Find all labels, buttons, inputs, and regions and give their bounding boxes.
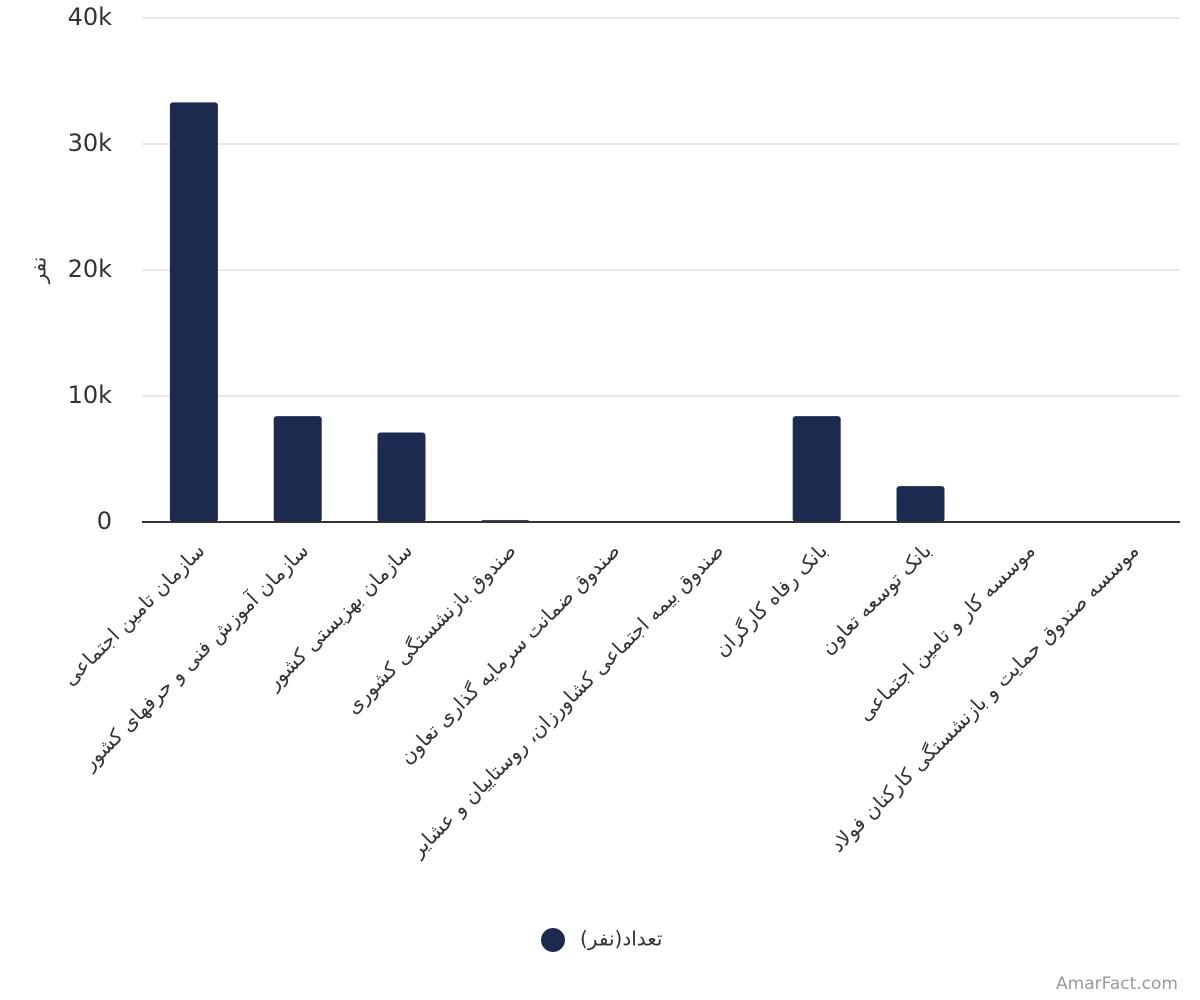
credit: AmarFact.com [1056,974,1178,994]
x-tick-label: بانک توسعه تعاون [815,538,936,659]
y-tick-label: 10k [68,381,113,409]
legend-marker [541,928,565,952]
bar [377,432,426,522]
x-tick-label: بانک رفاه کارگران [709,538,832,661]
x-tick-label: صندوق ضمانت سرمایه گذاری تعاون [394,538,624,768]
bar [896,486,945,522]
legend-label[interactable]: تعداد(نفر) [580,927,663,951]
x-tick-label: موسسه کار و تامین اجتماعی [853,538,1040,725]
y-tick-label: 30k [68,129,113,157]
x-tick-label: سازمان آموزش فنی و حرفهای کشور [76,538,313,775]
bar [169,102,218,523]
y-axis-label: نفر [27,257,51,285]
bar [792,416,841,522]
bar [273,416,322,522]
y-tick-label: 20k [68,255,113,283]
x-tick-label: صندوق بازنشستگی کشوری [341,538,521,718]
y-tick-label: 0 [97,507,112,535]
y-tick-label: 40k [68,3,113,31]
